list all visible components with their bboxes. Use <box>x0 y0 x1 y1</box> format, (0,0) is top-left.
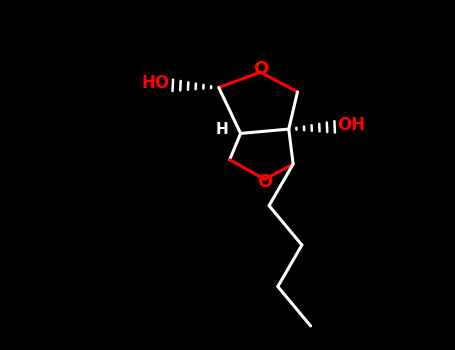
Text: HO: HO <box>141 74 169 92</box>
Text: OH: OH <box>337 116 365 134</box>
Text: O: O <box>253 60 268 78</box>
Text: H: H <box>216 122 228 138</box>
Text: O: O <box>257 173 272 190</box>
